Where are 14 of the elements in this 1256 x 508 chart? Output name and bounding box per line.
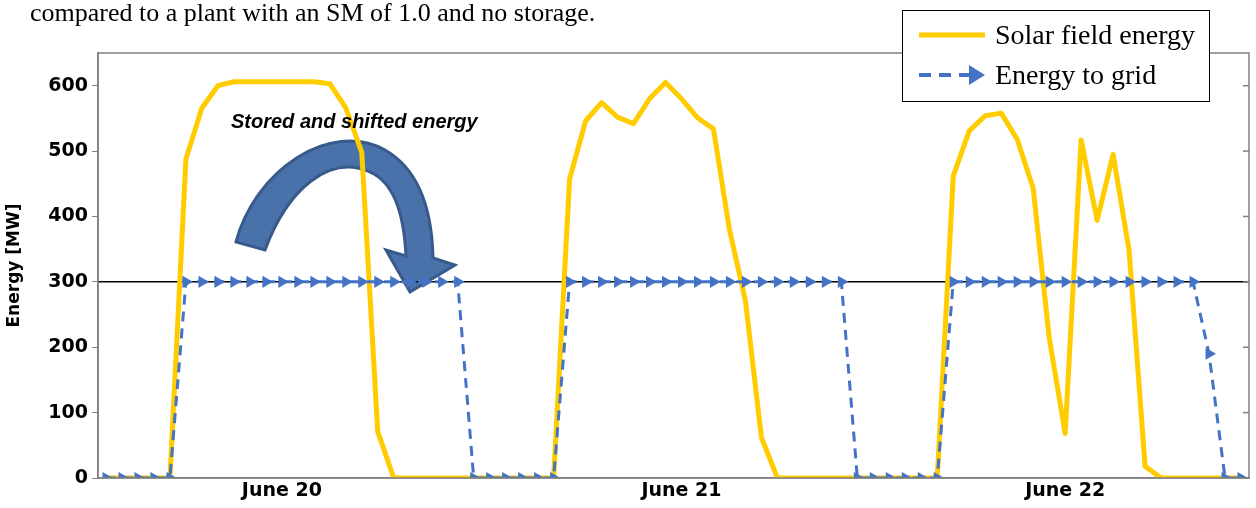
text: compared to a plant with an SM of 1.0 and no storage. <box>30 0 596 28</box>
y-tick-label: 200 <box>48 334 88 357</box>
y-tick-label: 100 <box>48 399 88 422</box>
y-tick-label: 300 <box>48 268 88 291</box>
y-tick-label: 600 <box>48 72 88 95</box>
y-tick-label: 400 <box>48 203 88 226</box>
y-axis-title: Energy [MW] <box>2 203 23 328</box>
legend-label: Energy to grid <box>994 59 1157 91</box>
legend-label: Solar field energy <box>994 19 1195 51</box>
x-tick-label: June 21 <box>639 478 722 501</box>
y-tick-label: 0 <box>74 464 88 487</box>
y-tick-label: 500 <box>48 138 88 161</box>
x-tick-label: June 20 <box>239 478 322 501</box>
x-tick-label: June 22 <box>1023 478 1106 501</box>
